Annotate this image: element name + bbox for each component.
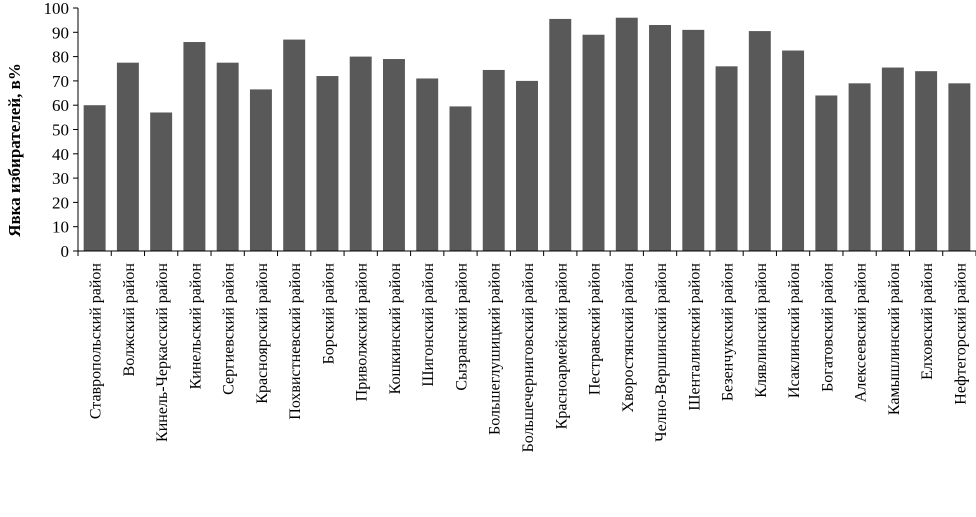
bar — [150, 112, 173, 252]
y-axis-title: Явка избирателей, в% — [5, 63, 24, 237]
bar — [183, 42, 206, 251]
category-label: Челно-Вершинский район — [653, 263, 670, 442]
bar — [948, 83, 971, 251]
bar — [915, 71, 938, 252]
y-tick-label: 100 — [44, 0, 70, 18]
bar — [283, 39, 306, 252]
category-label: Борский район — [320, 263, 337, 365]
category-label: Большечерниговский район — [520, 263, 537, 453]
bar — [748, 31, 771, 252]
bar — [416, 78, 439, 251]
category-label: Елховский район — [919, 263, 936, 380]
bar — [649, 25, 672, 252]
category-label: Шигонский район — [420, 263, 437, 387]
category-label: Хворостянский район — [620, 263, 637, 413]
bar — [715, 66, 738, 251]
bar — [881, 67, 904, 251]
category-label: Клявлинский район — [753, 263, 770, 398]
y-tick-label: 70 — [52, 72, 69, 91]
y-tick-label: 0 — [61, 242, 70, 261]
category-labels: Ставропольский район Волжский район Кинель… — [88, 263, 970, 453]
category-label: Шенталинский район — [686, 263, 703, 411]
category-label: Ставропольский район — [88, 263, 105, 420]
category-label: Нефтегорский район — [952, 263, 969, 405]
bar — [848, 83, 871, 251]
y-tick-label: 50 — [52, 121, 69, 140]
bar — [615, 17, 638, 251]
category-label: Богатовский район — [819, 263, 836, 392]
category-label: Похвистневский район — [287, 263, 304, 420]
y-tick-label: 40 — [52, 145, 69, 164]
y-axis-label-group: Явка избирателей, в% — [5, 63, 24, 237]
category-label: Красноярский район — [254, 263, 271, 404]
bar — [682, 29, 705, 252]
bar — [482, 69, 505, 251]
bar — [815, 95, 838, 251]
category-label: Алексеевский район — [853, 263, 870, 403]
y-axis-ticks: 0 10 20 30 40 50 60 70 80 90 100 — [44, 0, 78, 261]
y-tick-label: 20 — [52, 193, 69, 212]
bar — [349, 56, 372, 251]
category-label: Кинель-Черкасский район — [154, 263, 171, 442]
bars — [83, 17, 971, 252]
bar — [582, 34, 605, 252]
category-label: Кинельский район — [187, 263, 204, 390]
category-label: Пестравский район — [587, 263, 604, 396]
category-label: Большеглушицкий район — [487, 263, 504, 435]
bar — [449, 106, 472, 251]
y-tick-label: 30 — [52, 169, 69, 188]
y-tick-label: 80 — [52, 48, 69, 67]
category-label: Сызранский район — [453, 263, 470, 391]
bar — [83, 105, 106, 251]
bar — [382, 59, 405, 251]
y-tick-label: 60 — [52, 96, 69, 115]
category-label: Камышлинский район — [886, 263, 903, 416]
axes — [77, 8, 976, 256]
bar — [549, 18, 572, 252]
category-label: Исаклинский район — [786, 263, 803, 399]
category-label: Красноармейский район — [553, 263, 570, 430]
y-tick-label: 10 — [52, 218, 69, 237]
y-tick-label: 90 — [52, 23, 69, 42]
category-label: Приволжский район — [354, 263, 371, 402]
bar — [216, 62, 239, 251]
category-label: Сергиевский район — [221, 263, 238, 395]
bar — [782, 50, 805, 252]
bar — [316, 76, 339, 251]
category-label: Кошкинский район — [387, 263, 404, 395]
bar — [116, 62, 139, 251]
category-label: Волжский район — [121, 263, 138, 377]
bar — [516, 80, 538, 252]
bar — [249, 89, 272, 251]
category-label: Безенчукский район — [720, 263, 737, 402]
